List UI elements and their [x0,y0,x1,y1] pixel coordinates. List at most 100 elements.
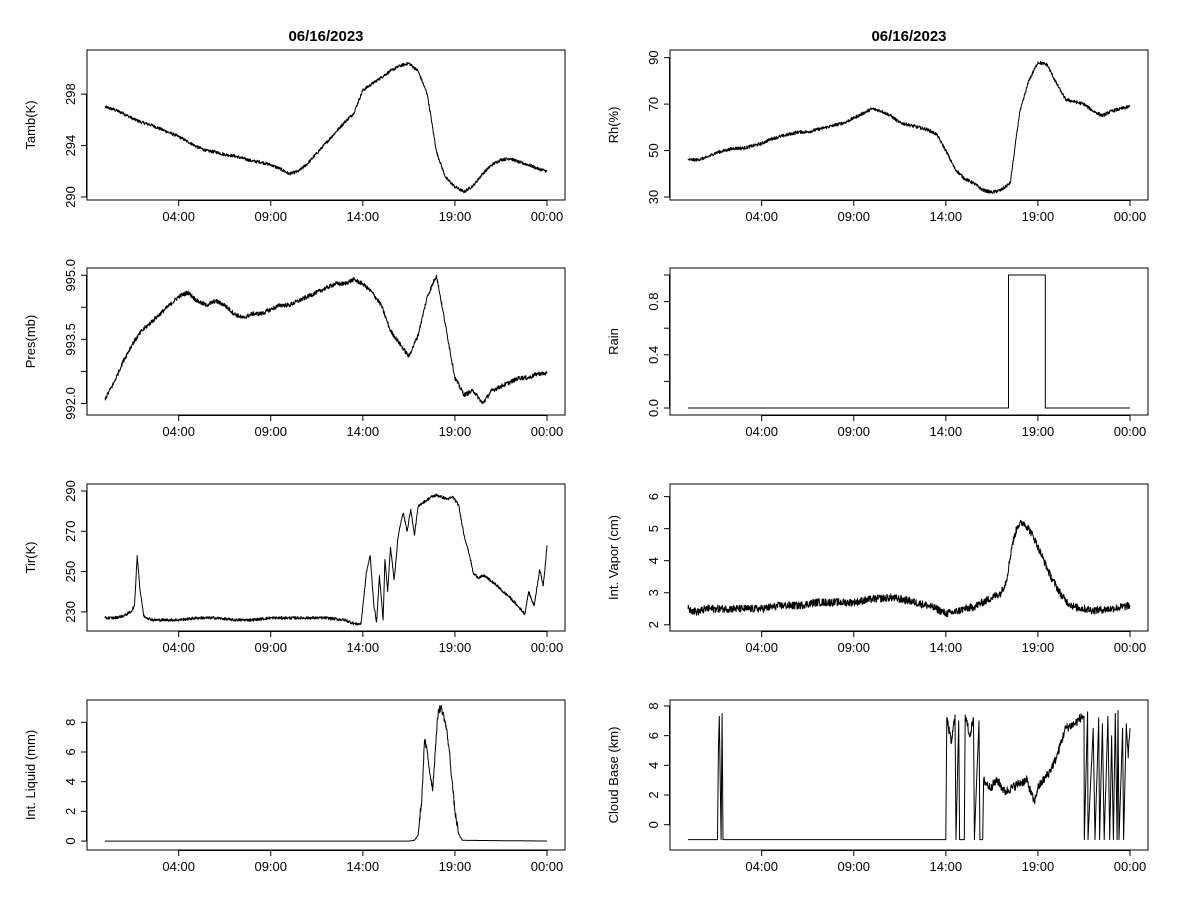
y-tick-label: 4 [646,557,661,564]
x-tick-label: 04:00 [745,640,778,655]
y-axis-label: Rain [606,328,621,355]
series-line-cloud-base [687,709,1131,841]
x-tick-label: 04:00 [162,640,195,655]
x-tick-label: 14:00 [347,209,380,224]
x-tick-label: 00:00 [1114,424,1147,439]
y-tick-label: 8 [63,719,78,726]
x-tick-label: 00:00 [531,859,564,874]
series-line-rh [687,61,1131,194]
x-tick-label: 19:00 [439,209,472,224]
x-tick-label: 00:00 [531,209,564,224]
y-tick-label: 30 [646,190,661,204]
x-tick-label: 14:00 [930,640,963,655]
y-tick-label: 290 [63,480,78,502]
x-tick-label: 09:00 [254,209,287,224]
series-line-tamb [104,61,548,194]
y-axis-label: Int. Liquid (mm) [23,730,38,820]
y-axis-label: Int. Vapor (cm) [606,515,621,600]
x-tick-label: 00:00 [531,424,564,439]
x-tick-label: 09:00 [254,859,287,874]
x-tick-label: 09:00 [837,209,870,224]
y-tick-label: 298 [63,83,78,105]
plot-frame [86,483,566,632]
x-tick-label: 04:00 [162,859,195,874]
y-tick-label: 2 [63,808,78,815]
x-tick-label: 04:00 [745,424,778,439]
y-axis-label: Tamb(K) [23,100,38,149]
x-tick-label: 19:00 [439,640,472,655]
y-tick-label: 230 [63,601,78,623]
y-tick-label: 995.0 [63,259,78,292]
x-tick-label: 14:00 [347,640,380,655]
x-tick-label: 19:00 [1022,424,1055,439]
x-tick-label: 00:00 [1114,859,1147,874]
x-tick-label: 19:00 [439,424,472,439]
x-tick-label: 04:00 [745,859,778,874]
panel-1: 06/16/2023 04:00 09:00 14:00 19:00 00:00 290 29… [23,28,566,224]
series-line-rain [688,274,1130,409]
x-tick-label: 04:00 [745,209,778,224]
y-tick-label: 70 [646,97,661,111]
y-tick-label: 0.8 [646,293,661,311]
x-tick-label: 14:00 [347,859,380,874]
x-tick-label: 14:00 [930,209,963,224]
x-tick-label: 14:00 [930,424,963,439]
plot-frame [86,267,566,416]
x-tick-label: 09:00 [254,424,287,439]
y-tick-label: 993.5 [63,323,78,356]
x-tick-label: 14:00 [347,424,380,439]
panel-6: 04:00 09:00 14:00 19:00 00:00 2 3 4 5 6 Int. Vapor… [606,483,1149,655]
y-tick-label: 2 [646,621,661,628]
chart-title: 06/16/2023 [871,28,946,45]
y-tick-label: 290 [63,186,78,208]
x-tick-label: 19:00 [1022,859,1055,874]
y-tick-label: 5 [646,525,661,532]
y-tick-label: 4 [646,762,661,769]
y-tick-label: 3 [646,589,661,596]
x-tick-label: 09:00 [837,640,870,655]
series-line-tir [104,493,548,626]
plot-frame [86,699,566,851]
x-tick-label: 00:00 [531,640,564,655]
panel-7: 04:00 09:00 14:00 19:00 00:00 0 2 4 6 8 Int. Liqui… [23,699,566,874]
x-tick-label: 09:00 [837,859,870,874]
panel-2: 06/16/2023 04:00 09:00 14:00 19:00 00:00 30 50 7… [606,28,1149,224]
y-tick-label: 0.4 [646,346,661,364]
x-tick-label: 14:00 [930,859,963,874]
y-tick-label: 6 [646,732,661,739]
y-tick-label: 6 [63,748,78,755]
x-tick-label: 04:00 [162,209,195,224]
y-tick-label: 90 [646,50,661,64]
x-tick-label: 04:00 [162,424,195,439]
y-tick-label: 0.0 [646,399,661,417]
y-axis-label: Pres(mb) [23,315,38,368]
y-tick-label: 0 [63,837,78,844]
chart-title: 06/16/2023 [288,28,363,45]
x-tick-label: 09:00 [254,640,287,655]
y-tick-label: 294 [63,135,78,157]
x-tick-label: 19:00 [1022,209,1055,224]
y-tick-label: 0 [646,821,661,828]
y-axis-label: Tir(K) [23,541,38,573]
y-tick-label: 2 [646,791,661,798]
y-tick-label: 50 [646,143,661,157]
x-tick-label: 19:00 [1022,640,1055,655]
y-tick-label: 992.0 [63,387,78,420]
panel-8: 04:00 09:00 14:00 19:00 00:00 0 2 4 6 8 Cloud Base… [606,699,1149,874]
y-axis-label: Rh(%) [606,107,621,144]
panel-4: 04:00 09:00 14:00 19:00 00:00 0.0 0.4 0.8 Rain [606,267,1149,439]
x-tick-label: 19:00 [439,859,472,874]
y-tick-label: 6 [646,493,661,500]
panel-3: 04:00 09:00 14:00 19:00 00:00 992.0 993.5 995.0… [23,259,566,439]
panel-5: 04:00 09:00 14:00 19:00 00:00 230 250 270 290 Tir… [23,480,566,655]
series-line-pres [104,274,548,404]
x-tick-label: 09:00 [837,424,870,439]
y-axis-label: Cloud Base (km) [606,727,621,824]
series-line-int-liquid [104,705,548,842]
x-tick-label: 00:00 [1114,209,1147,224]
y-tick-label: 8 [646,702,661,709]
y-tick-label: 4 [63,778,78,785]
y-tick-label: 250 [63,561,78,583]
x-tick-label: 00:00 [1114,640,1147,655]
